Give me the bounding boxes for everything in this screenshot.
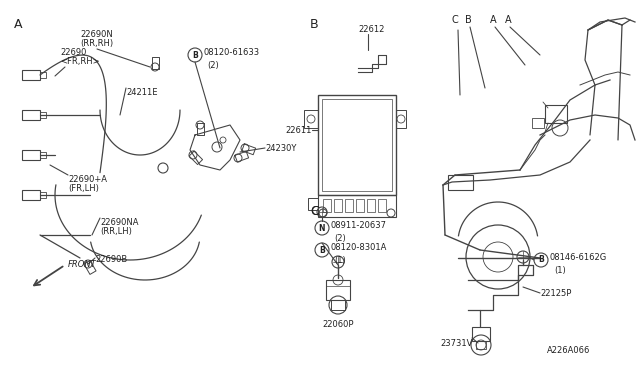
Bar <box>367 199 375 212</box>
Bar <box>545 105 567 123</box>
Text: <FR,RH>: <FR,RH> <box>60 57 100 66</box>
Text: A: A <box>14 18 22 31</box>
Bar <box>308 198 318 210</box>
Bar <box>326 280 350 300</box>
Text: (1): (1) <box>554 266 566 275</box>
Bar <box>318 195 396 217</box>
Text: A: A <box>505 15 511 25</box>
Bar <box>331 300 345 310</box>
Text: 08120-8301A: 08120-8301A <box>331 243 387 251</box>
Text: 22690: 22690 <box>60 48 86 57</box>
Bar <box>323 199 331 212</box>
Text: (2): (2) <box>207 61 219 70</box>
Bar <box>304 110 318 128</box>
Text: N: N <box>319 224 325 232</box>
Bar <box>356 199 364 212</box>
Text: C: C <box>310 205 319 218</box>
Text: 22612: 22612 <box>358 25 385 34</box>
Text: 08120-61633: 08120-61633 <box>204 48 260 57</box>
Bar <box>40 152 46 158</box>
Bar <box>378 199 386 212</box>
Bar <box>22 110 40 120</box>
Bar <box>22 70 40 80</box>
Text: C: C <box>452 15 458 25</box>
Bar <box>318 95 396 195</box>
Text: (RR,LH): (RR,LH) <box>100 227 132 236</box>
Text: 24230Y: 24230Y <box>265 144 296 153</box>
Text: B: B <box>310 18 319 31</box>
Bar <box>40 192 46 198</box>
Text: 22125P: 22125P <box>540 289 572 298</box>
Bar <box>345 199 353 212</box>
Bar <box>448 175 473 190</box>
Bar <box>22 190 40 200</box>
Bar <box>532 118 544 128</box>
Bar <box>322 99 392 191</box>
Text: FRONT: FRONT <box>68 260 97 269</box>
Text: 22690NA: 22690NA <box>100 218 138 227</box>
Text: A: A <box>490 15 496 25</box>
Bar <box>334 199 342 212</box>
Text: B: B <box>319 246 325 254</box>
Bar <box>396 110 406 128</box>
Text: B: B <box>465 15 472 25</box>
Text: (2): (2) <box>334 234 346 243</box>
Bar <box>476 341 486 349</box>
Bar <box>472 327 490 341</box>
Text: 22611: 22611 <box>285 125 312 135</box>
Text: A226A066: A226A066 <box>547 346 590 355</box>
Text: 22690+A: 22690+A <box>68 175 107 184</box>
Text: 08146-6162G: 08146-6162G <box>550 253 607 262</box>
Text: 23731V: 23731V <box>440 339 472 347</box>
Text: (1): (1) <box>334 256 346 265</box>
Text: 22690N: 22690N <box>81 30 113 39</box>
Text: (FR,LH): (FR,LH) <box>68 184 99 193</box>
Text: 22690B: 22690B <box>95 255 127 264</box>
Text: (RR,RH): (RR,RH) <box>81 39 113 48</box>
Bar <box>40 72 46 78</box>
Text: 24211E: 24211E <box>126 88 157 97</box>
Bar <box>40 112 46 118</box>
Text: B: B <box>192 51 198 60</box>
Bar <box>22 150 40 160</box>
Text: B: B <box>538 256 544 264</box>
Text: 08911-20637: 08911-20637 <box>331 221 387 230</box>
Text: C: C <box>310 205 319 218</box>
Text: 22060P: 22060P <box>323 320 354 329</box>
